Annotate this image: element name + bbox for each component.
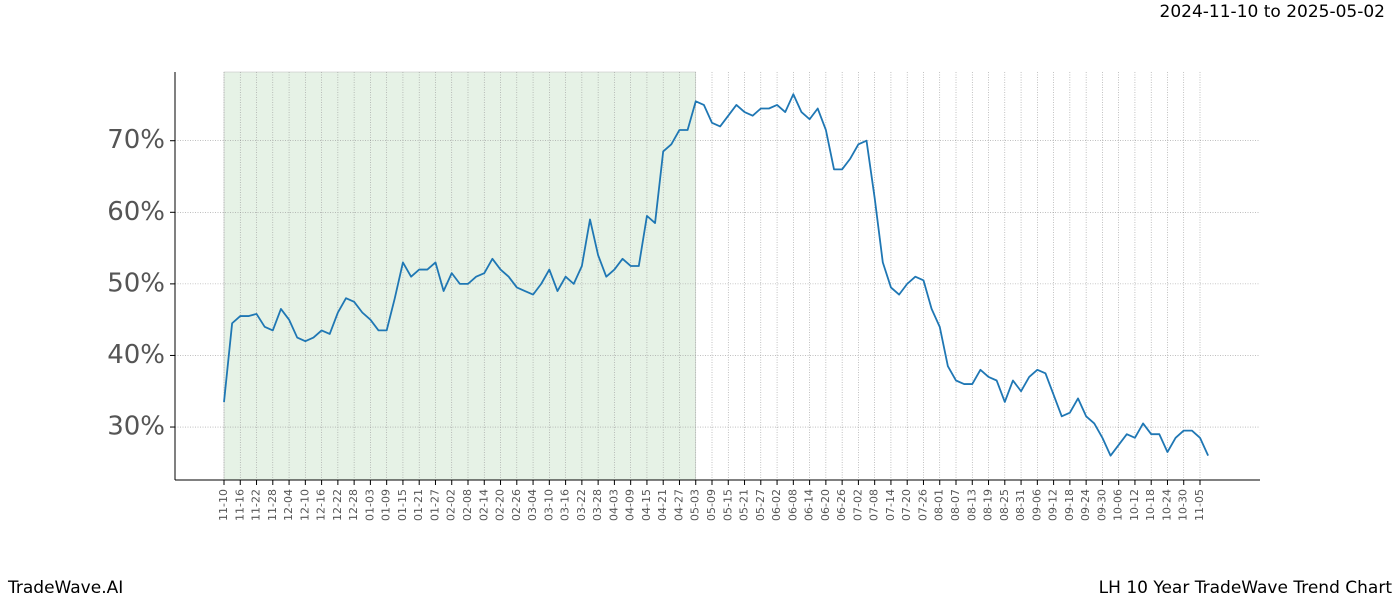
x-tick-label: 11-28 [266, 489, 279, 521]
x-tick-label: 03-04 [526, 489, 539, 521]
x-tick-label: 04-03 [607, 489, 620, 521]
brand: TradeWave.AI [7, 578, 123, 598]
x-tick-label: 01-15 [396, 489, 409, 521]
x-tick-label: 05-21 [738, 489, 751, 521]
x-tick-label: 09-24 [1079, 489, 1092, 521]
x-tick-label: 03-28 [591, 489, 604, 521]
x-tick-label: 02-26 [510, 489, 523, 521]
x-tick-label: 10-06 [1112, 489, 1125, 521]
x-tick-label: 04-09 [624, 489, 637, 521]
x-tick-label: 08-07 [949, 489, 962, 521]
x-tick-label: 03-10 [542, 489, 555, 521]
y-tick-label: 30% [107, 412, 165, 442]
x-tick-label: 01-03 [363, 489, 376, 521]
x-tick-label: 08-01 [933, 489, 946, 521]
x-tick-label: 10-30 [1177, 489, 1190, 521]
x-tick-label: 08-19 [982, 489, 995, 521]
x-tick-label: 05-09 [705, 489, 718, 521]
x-tick-label: 07-26 [916, 489, 929, 521]
x-tick-label: 12-16 [315, 489, 328, 521]
x-tick-label: 07-08 [868, 489, 881, 521]
x-tick-label: 11-22 [250, 489, 263, 521]
x-tick-label: 02-08 [461, 489, 474, 521]
x-tick-label: 03-16 [559, 489, 572, 521]
x-tick-label: 11-16 [233, 489, 246, 521]
x-tick-label: 05-27 [754, 489, 767, 521]
x-tick-label: 04-27 [672, 489, 685, 521]
x-tick-label: 08-13 [965, 489, 978, 521]
x-tick-label: 12-04 [282, 489, 295, 521]
y-tick-label: 70% [107, 125, 165, 155]
x-tick-label: 06-08 [786, 489, 799, 521]
x-tick-label: 10-18 [1144, 489, 1157, 521]
x-tick-label: 04-15 [640, 489, 653, 521]
x-tick-label: 03-22 [575, 489, 588, 521]
x-tick-label: 06-20 [819, 489, 832, 521]
x-tick-label: 06-02 [770, 489, 783, 521]
x-tick-label: 12-10 [298, 489, 311, 521]
x-tick-label: 10-24 [1160, 489, 1173, 521]
x-tick-label: 07-14 [884, 489, 897, 521]
x-tick-label: 07-02 [851, 489, 864, 521]
y-tick-label: 60% [107, 197, 165, 227]
x-tick-label: 09-12 [1047, 489, 1060, 521]
x-tick-label: 06-14 [803, 489, 816, 521]
x-tick-label: 09-06 [1030, 489, 1043, 521]
x-tick-label: 08-25 [998, 489, 1011, 521]
x-tick-label: 02-02 [445, 489, 458, 521]
x-tick-label: 01-09 [380, 489, 393, 521]
x-tick-label: 12-22 [331, 489, 344, 521]
x-tick-label: 04-21 [656, 489, 669, 521]
x-tick-label: 12-28 [347, 489, 360, 521]
x-tick-label: 06-26 [835, 489, 848, 521]
y-tick-label: 50% [107, 268, 165, 298]
x-tick-label: 07-20 [900, 489, 913, 521]
x-tick-label: 02-14 [477, 489, 490, 521]
x-tick-label: 09-30 [1095, 489, 1108, 521]
x-tick-label: 09-18 [1063, 489, 1076, 521]
x-tick-label: 11-05 [1193, 489, 1206, 521]
x-tick-label: 08-31 [1014, 489, 1027, 521]
x-tick-label: 01-27 [428, 489, 441, 521]
chart-title: 2024-11-10 to 2025-05-02 [1160, 2, 1385, 22]
chart-subtitle: LH 10 Year TradeWave Trend Chart [1099, 578, 1393, 598]
x-tick-label: 01-21 [412, 489, 425, 521]
x-tick-label: 02-20 [494, 489, 507, 521]
x-tick-label: 10-12 [1128, 489, 1141, 521]
series-line [223, 93, 1209, 457]
x-tick-label: 05-03 [689, 489, 702, 521]
y-tick-label: 40% [107, 340, 165, 370]
x-tick-label: 05-15 [721, 489, 734, 521]
x-tick-label: 11-10 [217, 489, 230, 521]
shaded-region [223, 71, 696, 481]
